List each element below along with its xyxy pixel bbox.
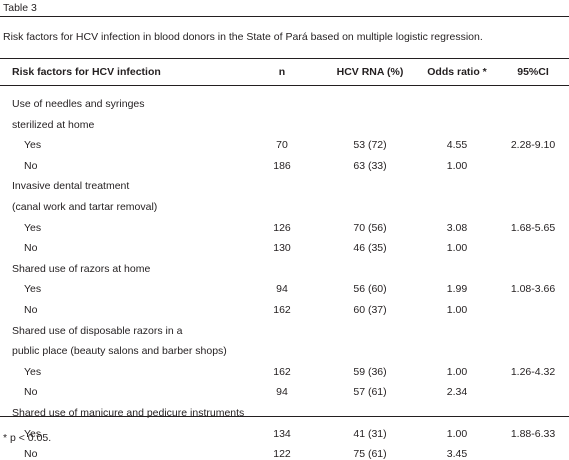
row-label: No — [24, 304, 38, 316]
risk-factor-label: (canal work and tartar removal) — [12, 201, 158, 213]
row-odds-ratio: 4.55 — [446, 139, 468, 152]
header-risk-factor: Risk factors for HCV infection — [12, 66, 161, 78]
row-n: 70 — [276, 139, 288, 152]
row-label: Yes — [24, 221, 42, 234]
row-95ci: 1.08-3.66 — [510, 283, 556, 296]
risk-factor-label: Use of needles and syringes — [12, 98, 145, 110]
header-top-rule — [0, 58, 569, 59]
table-caption: Risk factors for HCV infection in blood … — [3, 31, 483, 43]
row-hcv-rna: 46 (35) — [353, 242, 387, 255]
header-95ci: 95%CI — [517, 66, 549, 78]
row-hcv-rna: 63 (33) — [353, 159, 387, 172]
row-n: 130 — [273, 242, 291, 255]
row-n: 162 — [273, 365, 291, 378]
row-n: 94 — [276, 386, 288, 399]
risk-factor-label: Shared use of manicure and pedicure inst… — [12, 407, 245, 419]
header-bottom-rule — [0, 85, 569, 86]
row-n: 126 — [273, 221, 291, 234]
table-bottom-rule — [0, 416, 569, 417]
row-hcv-rna: 59 (36) — [353, 365, 387, 378]
row-label: No — [24, 386, 38, 399]
row-label: Yes — [24, 365, 42, 378]
header-n: n — [278, 66, 286, 78]
risk-factor-label: public place (beauty salons and barber s… — [12, 345, 227, 358]
row-label: Yes — [24, 139, 42, 152]
risk-factor-label: Shared use of razors at home — [12, 262, 151, 275]
row-odds-ratio: 2.34 — [446, 386, 468, 399]
row-hcv-rna: 56 (60) — [353, 283, 387, 296]
row-95ci: 1.68-5.65 — [510, 221, 556, 234]
row-95ci: 1.26-4.32 — [510, 365, 556, 378]
row-label: No — [24, 159, 38, 172]
row-odds-ratio: 3.08 — [446, 221, 468, 234]
header-hcv-rna: HCV RNA (%) — [336, 66, 404, 78]
row-hcv-rna: 41 (31) — [353, 427, 387, 440]
row-n: 186 — [273, 159, 291, 172]
row-odds-ratio: 1.00 — [446, 427, 468, 440]
row-odds-ratio: 1.00 — [446, 304, 468, 316]
risk-factor-label: Shared use of disposable razors in a — [12, 324, 183, 337]
row-hcv-rna: 57 (61) — [353, 386, 387, 399]
row-n: 162 — [273, 304, 291, 316]
footnote: * p < 0.05. — [3, 432, 52, 444]
row-odds-ratio: 1.99 — [446, 283, 468, 296]
row-hcv-rna: 53 (72) — [353, 139, 387, 152]
row-n: 134 — [273, 427, 291, 440]
row-odds-ratio: 1.00 — [446, 365, 468, 378]
risk-factor-label: Invasive dental treatment — [12, 180, 130, 193]
row-hcv-rna: 70 (56) — [353, 221, 387, 234]
row-odds-ratio: 3.45 — [446, 448, 468, 460]
row-label: No — [24, 242, 38, 255]
row-label: Yes — [24, 283, 42, 296]
row-label: Yes — [24, 427, 42, 440]
header-odds-ratio: Odds ratio * — [427, 66, 487, 78]
row-hcv-rna: 75 (61) — [353, 448, 387, 460]
top-rule — [0, 16, 569, 17]
risk-factor-label: sterilized at home — [12, 118, 95, 131]
row-odds-ratio: 1.00 — [446, 242, 468, 255]
row-hcv-rna: 60 (37) — [353, 304, 387, 316]
row-95ci: 1.88-6.33 — [510, 427, 556, 440]
table-label: Table 3 — [3, 2, 37, 14]
row-95ci: 2.28-9.10 — [510, 139, 556, 152]
row-label: No — [24, 448, 38, 460]
row-odds-ratio: 1.00 — [446, 159, 468, 172]
row-n: 122 — [273, 448, 291, 460]
row-n: 94 — [276, 283, 288, 296]
